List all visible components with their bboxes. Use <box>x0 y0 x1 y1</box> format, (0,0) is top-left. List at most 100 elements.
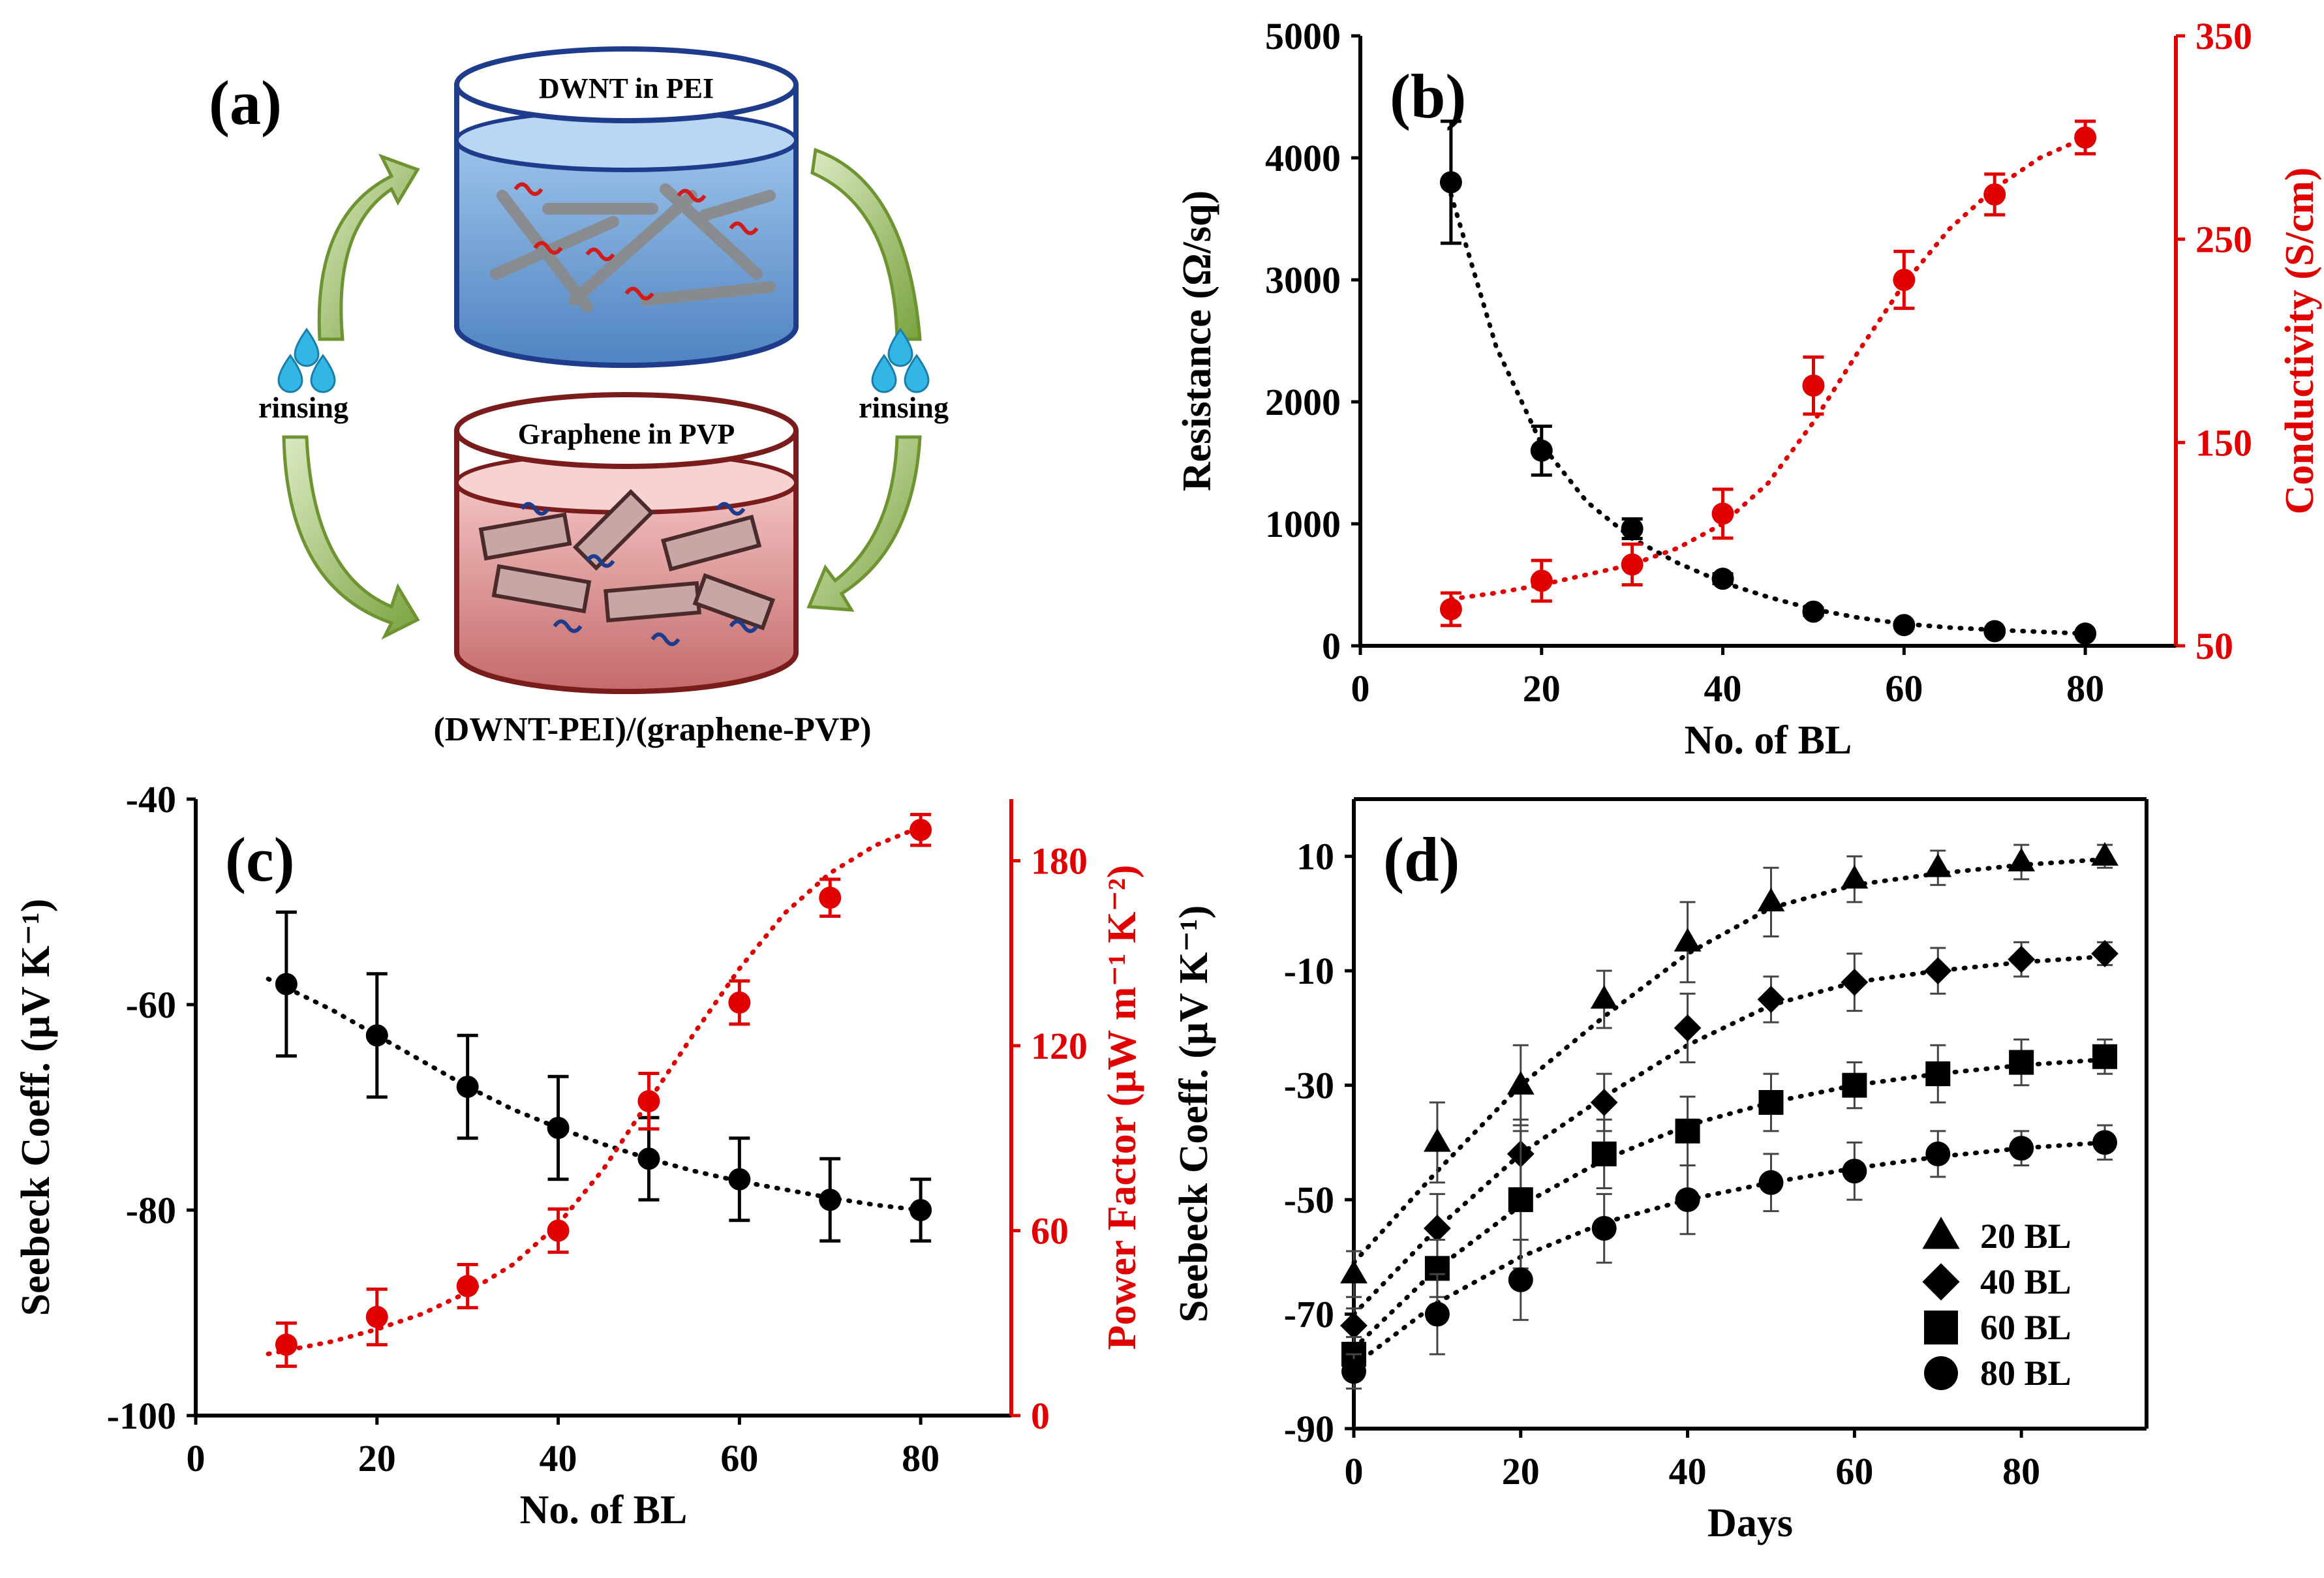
point-circle <box>1508 1267 1533 1292</box>
point-circle <box>728 991 751 1014</box>
point-circle <box>456 1076 479 1098</box>
panel-a: (a) DWNT i <box>209 46 949 748</box>
point-circle <box>547 1117 570 1139</box>
point-circle <box>1983 183 2006 206</box>
point-circle <box>637 1147 660 1170</box>
point-triangle <box>2091 842 2118 866</box>
x-tick-label: 60 <box>720 1437 758 1479</box>
water-drop-icon <box>871 354 897 393</box>
y2-tick-label: 350 <box>2195 15 2252 57</box>
point-circle <box>2092 1130 2118 1155</box>
point-circle <box>637 1090 660 1113</box>
point-diamond <box>1423 1215 1451 1242</box>
point-circle <box>1621 553 1644 576</box>
top-beaker: DWNT in PEI <box>454 46 799 368</box>
y-tick-label: -90 <box>1284 1408 1334 1450</box>
left-rinse-label: rinsing <box>258 391 348 424</box>
point-circle <box>2009 1136 2034 1161</box>
x-tick-label: 0 <box>1351 667 1370 710</box>
fit-line <box>1351 954 2107 1317</box>
x-tick-label: 60 <box>1885 667 1923 710</box>
point-circle <box>728 1168 751 1191</box>
point-circle <box>1530 439 1553 462</box>
point-diamond <box>2008 945 2036 973</box>
point-circle <box>910 819 932 842</box>
y2-tick-label: 60 <box>1031 1210 1069 1252</box>
y2-tick-label: 150 <box>2195 421 2252 464</box>
point-circle <box>1424 1301 1450 1327</box>
point-circle <box>1983 620 2006 643</box>
point-circle <box>1711 568 1734 590</box>
arrow-left-up-icon <box>317 153 420 341</box>
top-beaker-label: DWNT in PEI <box>539 72 714 104</box>
point-circle <box>1924 1356 1958 1390</box>
point-square <box>1924 1311 1958 1344</box>
point-circle <box>2074 126 2097 149</box>
point-diamond <box>1590 1089 1618 1116</box>
point-square <box>1591 1141 1617 1166</box>
y-axis-label: Seebeck Coeff. (μV K⁻¹) <box>1172 905 1216 1323</box>
y-tick-label: -30 <box>1284 1065 1334 1107</box>
series-40-bl <box>1340 939 2118 1344</box>
point-square <box>2009 1050 2034 1075</box>
y-axis-label: Seebeck Coeff. (μV K⁻¹) <box>14 899 58 1316</box>
y2-tick-label: 180 <box>1031 840 1088 883</box>
y-tick-label: 5000 <box>1265 15 1341 57</box>
point-circle <box>1893 269 1916 291</box>
arrow-right-down-icon <box>810 147 922 341</box>
point-circle <box>2074 622 2097 645</box>
arrow-right-up-icon <box>806 435 922 612</box>
fit-line <box>266 977 923 1213</box>
point-circle <box>1621 517 1644 540</box>
x-tick-label: 0 <box>1345 1450 1364 1493</box>
point-circle <box>1893 614 1916 637</box>
right-rinse-label: rinsing <box>859 391 949 424</box>
point-triangle <box>1757 888 1785 912</box>
rinse-drops <box>277 327 930 393</box>
bottom-beaker-label: Graphene in PVP <box>518 418 735 450</box>
fit-line <box>1351 1140 2107 1368</box>
point-triangle <box>1340 1260 1368 1284</box>
point-diamond <box>1757 986 1785 1013</box>
x-tick-label: 40 <box>1704 667 1742 710</box>
y2-tick-label: 120 <box>1031 1025 1088 1067</box>
fit-line <box>1448 192 2088 636</box>
point-circle <box>1758 1170 1784 1195</box>
point-diamond <box>1841 968 1869 996</box>
y-tick-label: -40 <box>126 778 176 821</box>
y-tick-label: 3000 <box>1265 259 1341 301</box>
y2-axis-label: Power Factor (μW m⁻¹ K⁻²) <box>1100 865 1144 1350</box>
y-tick-label: -50 <box>1284 1179 1334 1221</box>
series-0 <box>1439 119 2097 645</box>
point-circle <box>365 1024 388 1047</box>
point-diamond <box>1340 1312 1368 1339</box>
y-axis-label: Resistance (Ω/sq) <box>1175 190 1219 491</box>
point-circle <box>1675 1187 1700 1213</box>
point-square <box>1675 1118 1700 1144</box>
x-tick-label: 20 <box>1502 1450 1540 1493</box>
point-triangle <box>1924 853 1952 877</box>
point-circle <box>1591 1215 1617 1241</box>
water-drop-icon <box>277 354 303 393</box>
y-tick-label: -70 <box>1284 1294 1334 1336</box>
bottom-beaker: Graphene in PVP <box>454 392 799 694</box>
x-tick-label: 60 <box>1835 1450 1873 1493</box>
point-circle <box>1341 1359 1366 1384</box>
panel-a-label: (a) <box>209 68 282 138</box>
panel-label: (c) <box>225 825 295 894</box>
legend-entry: 40 BL <box>1922 1262 2072 1301</box>
fit-line <box>1351 1057 2107 1351</box>
chart-b: 0 20 40 60 80 0 1000 2000 3000 4000 5000 50 150 250 35… <box>1175 15 2322 763</box>
point-circle <box>819 887 842 909</box>
point-circle <box>910 1199 932 1221</box>
point-square <box>2092 1044 2118 1069</box>
y-tick-label: 4000 <box>1265 137 1341 179</box>
point-circle <box>547 1219 570 1242</box>
legend-label: 60 BL <box>1980 1308 2072 1347</box>
legend-entry: 60 BL <box>1924 1308 2072 1347</box>
x-tick-label: 0 <box>187 1437 206 1479</box>
series-1 <box>266 813 932 1368</box>
legend-entry: 20 BL <box>1922 1217 2072 1256</box>
point-diamond <box>1674 1014 1702 1042</box>
